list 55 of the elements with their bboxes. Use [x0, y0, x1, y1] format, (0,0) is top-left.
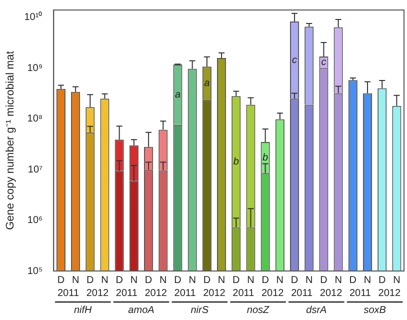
- text: 2012: [261, 288, 284, 299]
- x-tick-label: N: [334, 274, 342, 286]
- text: nirS: [190, 304, 209, 316]
- data-label: c: [321, 56, 326, 68]
- text: amoA: [128, 304, 155, 316]
- data-label: a: [204, 78, 210, 89]
- y-tick-label: 10⁵: [27, 266, 43, 277]
- data-label: c: [292, 54, 298, 66]
- x-tick-label: D: [116, 274, 123, 286]
- y-axis-title: Gene copy number g⁻¹ microbial mat: [4, 51, 17, 230]
- text: nosZ: [246, 304, 270, 316]
- x-tick-label: D: [174, 274, 182, 286]
- data-label: b: [262, 152, 269, 164]
- x-tick-label: N: [218, 274, 226, 286]
- x-tick-label: N: [101, 274, 108, 286]
- x-tick-label: N: [276, 274, 284, 286]
- x-tick-label: D: [290, 274, 298, 286]
- text: 2011: [116, 288, 138, 299]
- x-tick-label: D: [144, 274, 152, 286]
- x-tick-label: D: [57, 274, 65, 286]
- x-tick-label: D: [320, 274, 328, 286]
- x-tick-label: N: [364, 274, 372, 286]
- text: 2011: [174, 288, 196, 299]
- x-tick-label: D: [378, 274, 386, 286]
- x-tick-label: D: [349, 274, 357, 286]
- text: 2012: [86, 288, 110, 299]
- y-tick-label: 10⁷: [28, 164, 44, 176]
- text: 2012: [144, 288, 168, 299]
- text: nifH: [74, 304, 93, 316]
- y-tick-label: 10⁶: [27, 215, 43, 226]
- text: 2011: [349, 288, 372, 299]
- text: dsrA: [306, 304, 328, 316]
- x-tick-label: N: [305, 274, 313, 286]
- text: 2012: [378, 288, 401, 299]
- y-tick-label: 10⁹: [27, 62, 43, 74]
- x-tick-label: D: [203, 274, 211, 286]
- text: 2011: [291, 288, 313, 299]
- text: 2012: [203, 288, 226, 299]
- y-tick-label: 10¹⁰: [24, 11, 43, 24]
- x-tick-label: N: [393, 274, 400, 286]
- x-tick-label: D: [86, 274, 94, 286]
- x-tick-label: N: [188, 274, 196, 286]
- text: 2011: [57, 288, 80, 299]
- x-tick-label: D: [232, 274, 240, 286]
- data-label: b: [233, 156, 240, 168]
- x-tick-label: D: [262, 274, 269, 286]
- y-tick-label: 10⁸: [27, 114, 43, 125]
- text: 2011: [232, 288, 255, 299]
- text: 2012: [320, 288, 343, 299]
- x-tick-label: N: [160, 274, 167, 286]
- text: soxB: [364, 304, 386, 316]
- x-tick-label: N: [72, 274, 80, 286]
- data-label: a: [174, 89, 181, 100]
- x-tick-label: N: [130, 274, 138, 286]
- x-tick-label: N: [247, 274, 254, 286]
